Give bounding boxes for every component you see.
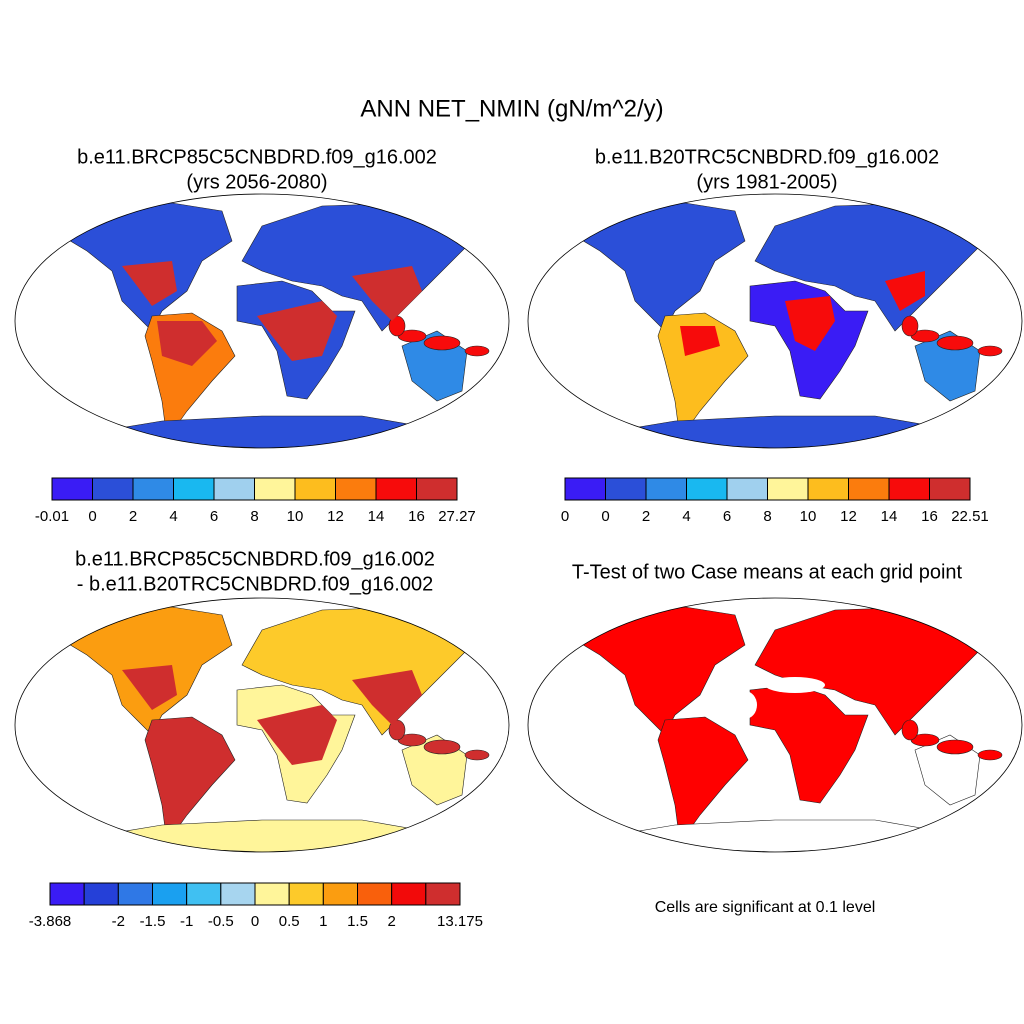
colorbar-box — [186, 882, 222, 906]
colorbar-box — [645, 477, 687, 501]
colorbar-label: 2 — [642, 508, 650, 525]
colorbar-label: 6 — [723, 508, 731, 525]
colorbar-label: 0 — [561, 508, 569, 525]
colorbar-box — [83, 882, 119, 906]
panel-title: T-Test of two Case means at each grid po… — [572, 561, 963, 583]
colorbar-box — [888, 477, 930, 501]
colorbar-box — [848, 477, 890, 501]
colorbar-box — [807, 477, 849, 501]
colorbar-box — [152, 882, 188, 906]
colorbar-label: -0.5 — [208, 913, 234, 930]
colorbar-box — [173, 477, 215, 501]
colorbar-label: -0.01 — [35, 508, 69, 525]
colorbar-label: 1 — [319, 913, 327, 930]
map — [527, 193, 1023, 449]
colorbar-box — [335, 477, 377, 501]
panel-subtitle: (yrs 2056-2080) — [186, 171, 327, 193]
colorbar-label: 22.51 — [951, 508, 989, 525]
panel-subtitle: - b.e11.B20TRC5CNBDRD.f09_g16.002 — [77, 573, 433, 595]
map — [14, 597, 510, 853]
colorbar-box — [288, 882, 324, 906]
colorbar-label: 10 — [287, 508, 304, 525]
colorbar-label: 27.27 — [438, 508, 476, 525]
colorbar-box — [220, 882, 256, 906]
colorbar-box — [51, 477, 93, 501]
colorbar-box — [117, 882, 154, 906]
colorbar-label: 13.175 — [437, 913, 483, 930]
colorbar-box — [213, 477, 255, 501]
colorbar-box — [49, 882, 85, 906]
colorbar-label: 4 — [169, 508, 177, 525]
colorbar-box — [391, 882, 427, 906]
map — [527, 597, 1023, 853]
colorbar-box — [294, 477, 336, 501]
colorbar-label: 2 — [129, 508, 137, 525]
colorbar-label: -3.868 — [29, 913, 72, 930]
colorbar-box — [357, 882, 393, 906]
colorbar-box — [254, 882, 290, 906]
colorbar-label: 10 — [800, 508, 817, 525]
colorbar-label: 8 — [763, 508, 771, 525]
colorbar-box — [425, 882, 461, 906]
colorbar-label: 6 — [210, 508, 218, 525]
colorbar-label: -1.5 — [140, 913, 166, 930]
colorbar-box — [322, 882, 359, 906]
colorbar-box — [767, 477, 809, 501]
colorbar-label: 14 — [368, 508, 385, 525]
colorbar-label: -1 — [180, 913, 193, 930]
colorbar-label: 0 — [251, 913, 259, 930]
colorbar-box — [375, 477, 417, 501]
colorbar-box — [726, 477, 768, 501]
colorbar-box — [416, 477, 458, 501]
colorbar-label: 0.5 — [279, 913, 300, 930]
colorbar-box — [686, 477, 728, 501]
colorbar-label: -2 — [112, 913, 125, 930]
panel-title: b.e11.B20TRC5CNBDRD.f09_g16.002 — [595, 146, 939, 168]
panel-title: b.e11.BRCP85C5CNBDRD.f09_g16.002 — [75, 548, 435, 570]
colorbar-box — [132, 477, 174, 501]
panel-subtitle: (yrs 1981-2005) — [696, 171, 837, 193]
colorbar-label: 8 — [250, 508, 258, 525]
colorbar-label: 0 — [88, 508, 96, 525]
colorbar-box — [564, 477, 606, 501]
colorbar-box — [929, 477, 971, 501]
panel-note: Cells are significant at 0.1 level — [655, 899, 876, 916]
colorbar-label: 16 — [408, 508, 425, 525]
colorbar-label: 12 — [327, 508, 344, 525]
colorbar-label: 0 — [601, 508, 609, 525]
colorbar-box — [92, 477, 134, 501]
colorbar-label: 16 — [921, 508, 938, 525]
colorbar-box — [254, 477, 296, 501]
colorbar-label: 2 — [387, 913, 395, 930]
colorbar-label: 1.5 — [347, 913, 368, 930]
colorbar-label: 14 — [881, 508, 898, 525]
figure-title: ANN NET_NMIN (gN/m^2/y) — [360, 95, 663, 122]
colorbar-label: 12 — [840, 508, 857, 525]
panel-title: b.e11.BRCP85C5CNBDRD.f09_g16.002 — [77, 146, 437, 168]
map — [14, 193, 510, 449]
colorbar-label: 4 — [682, 508, 690, 525]
colorbar-box — [605, 477, 647, 501]
